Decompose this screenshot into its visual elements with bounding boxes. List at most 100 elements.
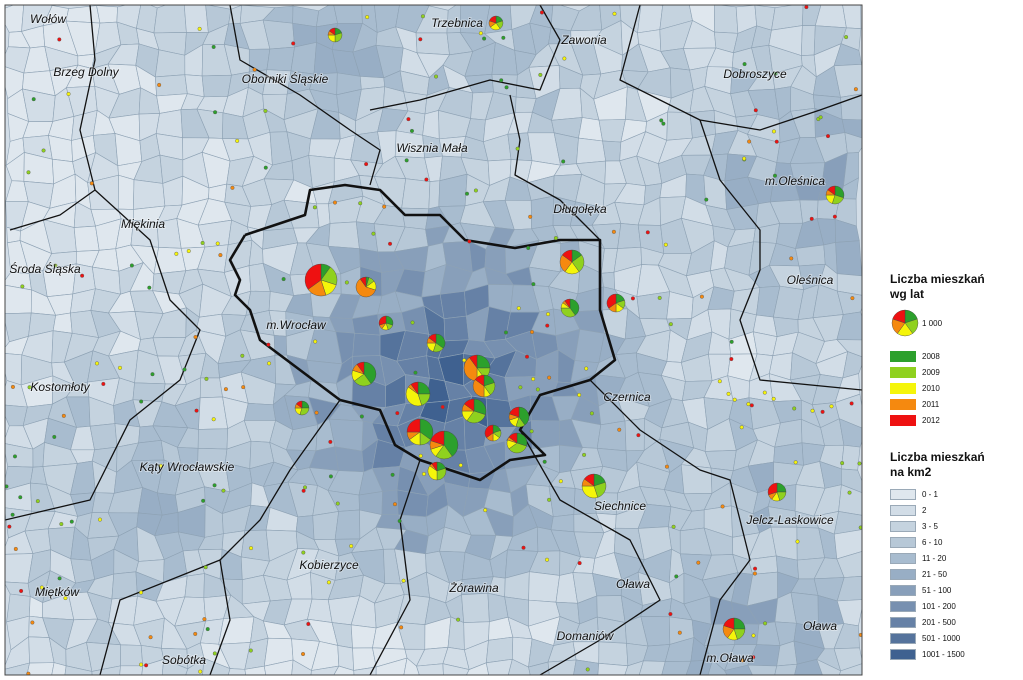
small-symbol: [585, 667, 590, 672]
municipality-cell: [689, 109, 716, 139]
place-label: Sobótka: [162, 653, 206, 667]
municipality-cell: [835, 240, 862, 277]
place-label: Dobroszyce: [723, 67, 787, 81]
legend-title: Liczba mieszkań na km2: [890, 450, 985, 479]
municipality-cell: [227, 668, 247, 675]
small-symbol: [182, 367, 187, 372]
municipality-cell: [707, 659, 728, 675]
sample-label: 1 000: [922, 318, 943, 328]
small-symbol: [313, 339, 318, 344]
place-label: Brzeg Dolny: [53, 65, 119, 79]
small-symbol: [547, 497, 552, 502]
municipality-cell: [839, 663, 862, 675]
legend-label: 2012: [922, 415, 940, 425]
municipality-cell: [202, 657, 231, 675]
municipality-cell: [602, 140, 622, 162]
pie-wedge: [892, 309, 906, 324]
municipality-cell: [833, 529, 862, 560]
legend-swatch: [890, 600, 916, 612]
municipality-cell: [836, 551, 862, 578]
small-symbol: [789, 256, 794, 261]
small-symbol: [530, 329, 535, 334]
place-label: m.Oława: [706, 651, 754, 665]
pie-wedge: [508, 432, 518, 444]
small-symbol: [27, 385, 32, 390]
legend-swatch: [890, 398, 916, 410]
legend-label: 6 - 10: [922, 537, 943, 547]
small-symbol: [771, 129, 776, 134]
small-symbol: [35, 499, 40, 504]
small-symbol: [547, 375, 552, 380]
small-symbol: [249, 546, 254, 551]
legend-swatch: [890, 488, 916, 500]
small-symbol: [763, 621, 768, 626]
legend-row: 201 - 500: [890, 614, 1015, 630]
small-symbol: [148, 635, 153, 640]
municipality-cell: [199, 377, 223, 399]
small-symbol: [89, 181, 94, 186]
legend-swatch: [890, 632, 916, 644]
municipality-cell: [624, 418, 645, 452]
small-symbol: [674, 574, 679, 579]
small-symbol: [825, 134, 830, 139]
place-label: Domaniów: [557, 629, 615, 643]
small-symbol: [747, 139, 752, 144]
pie-wedge: [469, 354, 478, 369]
small-symbol: [753, 566, 758, 571]
legend-label: 3 - 5: [922, 521, 939, 531]
small-symbol: [204, 376, 209, 381]
small-symbol: [659, 118, 664, 123]
small-symbol: [773, 71, 778, 76]
pie-wedge: [405, 386, 422, 407]
municipality-cell: [201, 74, 232, 98]
municipality-cell: [65, 5, 101, 24]
small-symbol: [499, 78, 504, 83]
small-symbol: [205, 627, 210, 632]
municipality-cell: [266, 46, 295, 72]
place-label: Długołęka: [553, 202, 607, 216]
small-symbol: [617, 427, 622, 432]
municipality-cell: [155, 109, 183, 139]
municipality-cell: [795, 244, 826, 267]
border: [99, 399, 341, 675]
municipality-cell: [637, 5, 663, 34]
place-label: Wisznia Mała: [396, 141, 468, 155]
small-symbol: [832, 214, 837, 219]
legend-label: 2010: [922, 383, 940, 393]
small-symbol: [215, 241, 220, 246]
legend-label: 501 - 1000: [922, 633, 961, 643]
border: [699, 119, 862, 391]
small-symbol: [94, 361, 99, 366]
municipality-cell: [352, 647, 377, 671]
municipality-cell: [638, 660, 666, 675]
small-symbol: [382, 204, 387, 209]
border: [369, 459, 421, 675]
legend-row: 2011: [890, 396, 1015, 412]
small-symbol: [57, 576, 62, 581]
small-symbol: [410, 320, 415, 325]
small-symbol: [397, 519, 402, 524]
pie-wedge: [606, 293, 617, 309]
municipality-cell: [416, 663, 444, 675]
municipality-cell: [428, 180, 441, 210]
place-label: Środa Śląska: [9, 261, 81, 276]
municipality-cell: [96, 5, 118, 24]
small-symbol: [462, 358, 467, 363]
legend-row: 6 - 10: [890, 534, 1015, 550]
municipality-cell: [841, 444, 861, 471]
small-symbol: [645, 230, 650, 235]
small-symbol: [751, 655, 756, 660]
municipality-cell: [550, 514, 575, 533]
small-symbol: [516, 306, 521, 311]
pie-wedge: [508, 442, 527, 454]
small-symbol: [418, 453, 423, 458]
municipality-cell: [328, 221, 360, 249]
municipality-cell: [624, 660, 644, 675]
municipalities: [5, 5, 862, 675]
small-symbol: [59, 522, 64, 527]
legend-label: 2: [922, 505, 927, 515]
small-symbol: [392, 502, 397, 507]
municipality-cell: [422, 110, 440, 140]
pie-wedge: [329, 27, 336, 36]
municipality-cell: [528, 571, 560, 603]
